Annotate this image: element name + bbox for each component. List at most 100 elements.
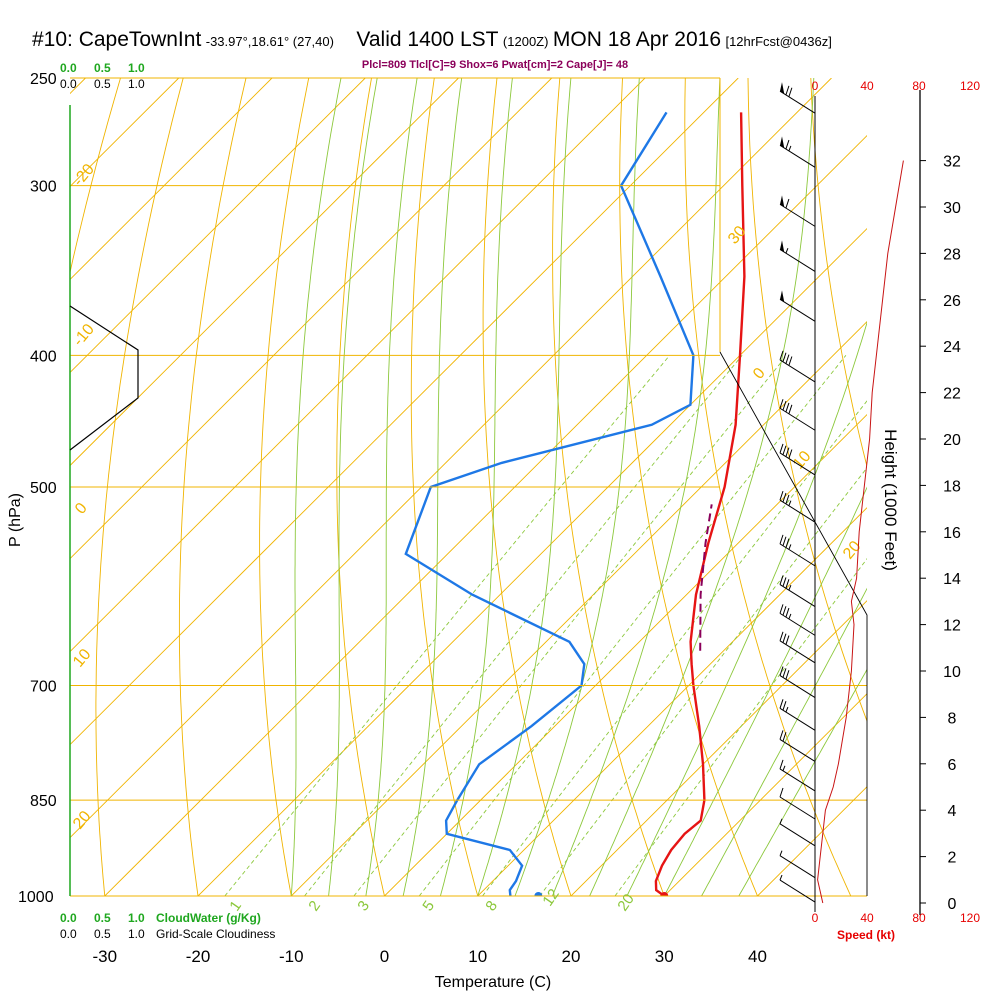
isotherm-line xyxy=(384,414,867,896)
height-tick-label: 4 xyxy=(948,803,957,820)
wind-barb xyxy=(779,787,816,820)
wind-barb-feather xyxy=(782,633,787,643)
wind-barb-feather xyxy=(782,352,787,362)
moist-adiabat-line xyxy=(365,78,418,896)
dry-adiabat-label: 20 xyxy=(70,808,95,833)
wind-barb-feather xyxy=(779,490,784,501)
mixing-ratio-label: 2 xyxy=(305,898,324,915)
temperature-tick-label: 0 xyxy=(380,947,389,966)
wind-barb xyxy=(779,575,816,608)
speed-axis-title: Speed (kt) xyxy=(837,928,895,942)
moist-adiabat-line xyxy=(663,486,867,896)
dry-adiabat-line xyxy=(410,78,479,896)
wind-barb-feather xyxy=(779,699,784,709)
wind-barb-feather xyxy=(779,666,784,676)
mixing-ratio-line xyxy=(224,355,671,896)
temperature-tick-label: 10 xyxy=(468,947,487,966)
pressure-tick-label: 400 xyxy=(30,348,57,365)
wind-barb xyxy=(779,350,816,383)
wind-barb xyxy=(779,399,816,431)
isotherm-line xyxy=(477,507,867,896)
wind-barb-staff xyxy=(779,855,816,879)
dry-adiabat-label: 10 xyxy=(70,646,95,671)
wind-barb-feather xyxy=(785,447,790,457)
chart-frame xyxy=(69,77,926,915)
wind-barb-feather xyxy=(785,538,790,548)
wind-barb-feather xyxy=(779,604,784,614)
wind-panel xyxy=(779,82,904,904)
wind-barb-staff xyxy=(779,612,816,636)
height-tick-label: 24 xyxy=(943,339,961,356)
wind-barb xyxy=(779,136,816,168)
wind-barb-staff xyxy=(779,738,816,762)
wind-barb xyxy=(779,730,816,762)
wind-barb-feather xyxy=(785,607,790,618)
wind-barb-staff xyxy=(779,823,816,847)
wind-barb-staff xyxy=(779,543,816,567)
height-tick-label: 0 xyxy=(948,896,957,913)
dry-adiabat-label: -10 xyxy=(70,321,98,350)
mixing-ratio-line xyxy=(304,355,743,896)
dry-adiabat-line xyxy=(552,78,665,896)
parcel-profile xyxy=(699,504,713,651)
dry-adiabat-line xyxy=(95,78,184,896)
wind-barb xyxy=(779,699,816,731)
wind-barb-feather xyxy=(779,787,784,798)
height-tick-label: 20 xyxy=(943,432,961,449)
wind-barb-feather xyxy=(779,534,784,545)
valid-time: Valid 1400 LST xyxy=(356,28,499,51)
wind-barb-feather xyxy=(788,356,793,366)
wind-barb-staff xyxy=(779,359,816,383)
moist-adiabat-line xyxy=(328,78,378,896)
wind-barb-feather xyxy=(785,494,790,505)
cloud-water-title: CloudWater (g/Kg) xyxy=(156,911,261,925)
forecast-info: [12hrFcst@0436z] xyxy=(725,34,832,49)
dry-adiabat-line xyxy=(178,78,247,896)
speed-tick-label: 40 xyxy=(860,79,874,93)
wind-barb-feather xyxy=(779,399,784,409)
speed-tick-label: 120 xyxy=(960,911,980,925)
wind-barb-flag xyxy=(780,290,785,302)
moist-adiabat-line xyxy=(738,668,867,896)
temperature-tick-label: -20 xyxy=(186,947,211,966)
wind-barb-half-feather xyxy=(788,544,792,550)
wind-barb-feather xyxy=(782,701,787,711)
moist-adiabat-line xyxy=(290,78,342,896)
speed-tick-label: 80 xyxy=(912,79,926,93)
frame-right-edge xyxy=(719,351,868,896)
temperature-tick-label: 30 xyxy=(655,947,674,966)
dry-adiabat-label: 10 xyxy=(790,448,815,473)
pressure-tick-label: 250 xyxy=(30,71,57,88)
wind-barb-feather xyxy=(785,402,790,413)
wind-barb-feather xyxy=(782,732,787,742)
pressure-tick-label: 700 xyxy=(30,679,57,696)
cloud-water-scale-label: 1.0 xyxy=(128,61,145,75)
wind-barb-half-feather xyxy=(785,706,789,713)
pressure-tick-label: 500 xyxy=(30,480,57,497)
mixing-ratio-label: 20 xyxy=(614,891,637,914)
dry-adiabat-line xyxy=(810,78,867,469)
cloudiness-scale-label: 0.0 xyxy=(60,927,77,941)
cloudiness-scale-label: 0.5 xyxy=(94,77,111,91)
temperature-tick-label: 20 xyxy=(562,947,581,966)
wind-barb-half-feather xyxy=(785,247,789,254)
wind-barb-feather xyxy=(788,404,793,414)
wind-barb-feather xyxy=(779,631,784,641)
height-tick-label: 28 xyxy=(943,246,961,263)
height-tick-label: 8 xyxy=(948,710,957,727)
wind-barb xyxy=(779,534,816,567)
cloud-water-scale-label: 0.5 xyxy=(94,911,111,925)
wind-barb xyxy=(779,82,816,114)
wind-barb-staff xyxy=(779,768,816,792)
dry-adiabat-label: 30 xyxy=(725,223,750,248)
isotherm-line xyxy=(663,693,867,896)
wind-barb-staff xyxy=(779,640,816,664)
wind-barb-feather xyxy=(782,606,787,616)
temperature-tick-label: 40 xyxy=(748,947,767,966)
dry-adiabat-label: 0 xyxy=(72,500,91,518)
wind-barb-staff xyxy=(779,796,816,820)
height-tick-label: 2 xyxy=(948,850,957,867)
wind-barb-flag xyxy=(780,136,785,148)
wind-speed-profile xyxy=(817,160,904,904)
